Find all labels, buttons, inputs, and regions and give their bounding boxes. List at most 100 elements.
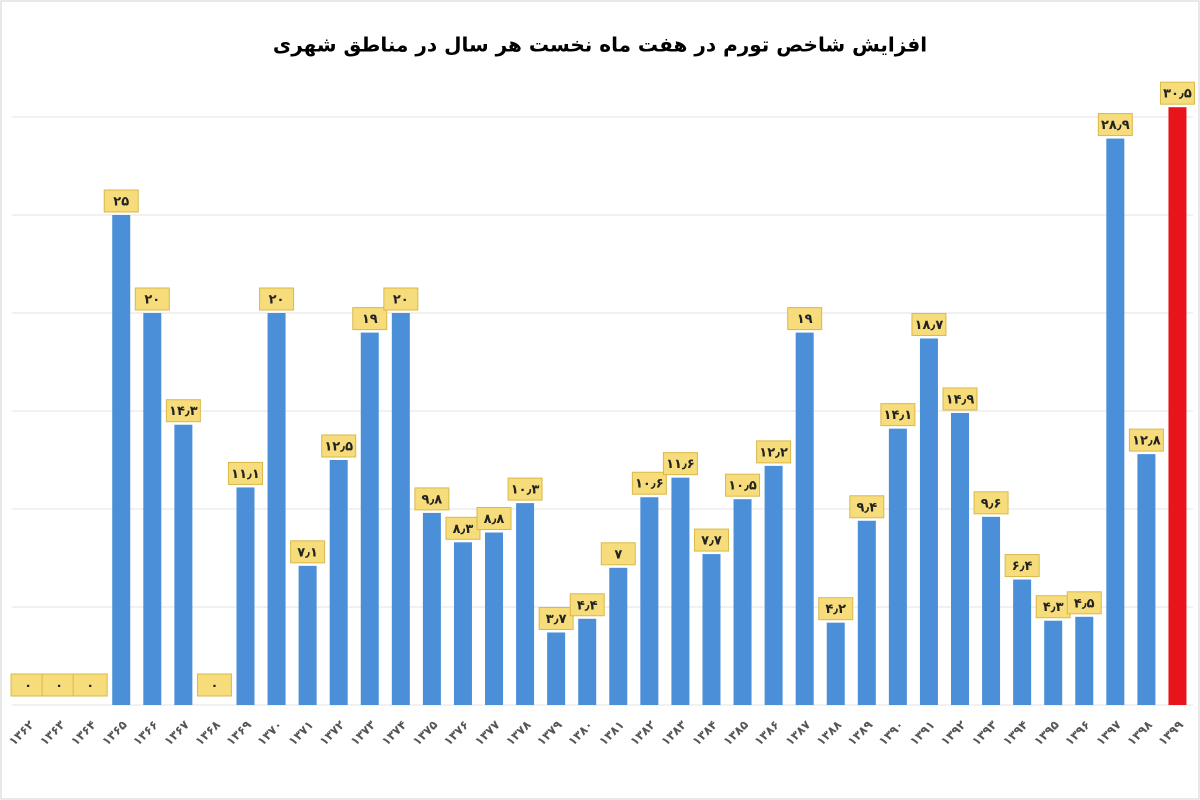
bar	[267, 313, 286, 705]
value-label-box	[1097, 113, 1133, 137]
bar	[1106, 138, 1125, 705]
value-label-box	[1159, 81, 1195, 105]
chart-title: افزایش شاخص تورم در هفت ماه نخست هر سال …	[273, 33, 927, 57]
value-label: ۸٫۸	[484, 512, 505, 527]
value-label-box	[818, 597, 854, 621]
value-label-box	[538, 606, 574, 630]
bar	[888, 428, 907, 705]
value-label: ۴٫۴	[577, 598, 598, 613]
value-label: ۹٫۶	[981, 496, 1002, 511]
value-label-box	[414, 487, 450, 511]
value-label: ۷٫۷	[701, 534, 722, 549]
bar	[485, 532, 504, 705]
value-label: ۷	[614, 547, 622, 562]
bar	[671, 477, 690, 705]
bar	[453, 542, 472, 705]
bar	[112, 215, 131, 705]
value-label: ۱۰٫۳	[511, 483, 540, 498]
value-label: ۲۸٫۹	[1101, 118, 1130, 133]
value-label: ۱۴٫۳	[169, 404, 198, 419]
value-label-box	[725, 473, 761, 497]
bar	[1137, 454, 1156, 705]
value-label-box	[165, 399, 201, 423]
bar	[733, 499, 752, 705]
value-label: ۰	[24, 679, 32, 694]
value-label-box	[1066, 591, 1102, 615]
value-label-box	[321, 434, 357, 458]
bar	[919, 338, 938, 705]
value-label: ۲۵	[113, 195, 129, 210]
bar	[702, 554, 721, 705]
bar	[1075, 616, 1094, 705]
value-label: ۷٫۱	[297, 545, 318, 560]
bar	[951, 412, 970, 705]
bar	[298, 565, 317, 705]
value-label: ۱۰٫۶	[635, 477, 664, 492]
value-label-box	[973, 491, 1009, 515]
bar	[578, 618, 597, 705]
value-label: ۸٫۳	[453, 522, 474, 537]
value-label: ۹٫۸	[422, 492, 443, 507]
value-label-box	[507, 477, 543, 501]
value-label: ۰	[55, 679, 63, 694]
value-label-box	[1004, 554, 1040, 578]
value-label-box	[290, 540, 326, 564]
value-label-box	[942, 387, 978, 411]
value-label: ۱۲٫۵	[324, 440, 353, 455]
bar	[236, 487, 255, 705]
bar	[143, 313, 162, 705]
value-label: ۱۱٫۶	[666, 457, 695, 472]
value-label: ۱۸٫۷	[915, 318, 944, 333]
value-label: ۱۲٫۸	[1132, 434, 1161, 449]
value-label-box	[631, 471, 667, 495]
value-label-box	[880, 403, 916, 427]
bar	[329, 460, 348, 705]
value-label-box	[103, 189, 139, 213]
value-label-box	[569, 593, 605, 617]
value-label: ۰	[210, 679, 218, 694]
bar	[1013, 579, 1032, 705]
bar	[391, 313, 410, 705]
value-label-box	[600, 542, 636, 566]
value-label: ۱۴٫۱	[884, 408, 913, 423]
value-label-box	[787, 307, 823, 331]
value-label-box	[849, 495, 885, 519]
bar	[422, 512, 441, 705]
value-label: ۳٫۷	[546, 612, 567, 627]
value-label-box	[662, 452, 698, 476]
value-label-box	[383, 287, 419, 311]
bar	[516, 503, 535, 705]
value-label: ۱۱٫۱	[231, 467, 260, 482]
value-label-box	[72, 673, 108, 697]
value-label: ۲۰	[393, 293, 409, 308]
value-label: ۹٫۴	[856, 500, 877, 515]
value-label: ۴٫۳	[1043, 600, 1064, 615]
bar	[1168, 107, 1187, 705]
value-label: ۱۹	[797, 312, 813, 327]
value-label: ۰	[86, 679, 94, 694]
bar	[609, 567, 628, 705]
value-label: ۱۲٫۲	[759, 445, 788, 460]
value-label: ۴٫۵	[1074, 596, 1095, 611]
value-label: ۱۹	[362, 312, 378, 327]
bar	[174, 424, 193, 705]
value-label: ۱۴٫۹	[946, 392, 975, 407]
value-label-box	[352, 307, 388, 331]
value-label: ۳۰٫۵	[1163, 87, 1192, 102]
value-label: ۲۰	[144, 293, 160, 308]
value-label-box	[196, 673, 232, 697]
value-label-box	[911, 312, 947, 336]
bar	[982, 516, 1001, 705]
value-label-box	[259, 287, 295, 311]
value-label-box	[1128, 428, 1164, 452]
value-label: ۴٫۲	[825, 602, 846, 617]
bar	[640, 497, 659, 705]
bar	[547, 632, 566, 705]
bar	[857, 520, 876, 705]
bar	[360, 332, 379, 705]
bar	[764, 465, 783, 705]
value-label: ۲۰	[269, 293, 285, 308]
value-label: ۱۰٫۵	[728, 479, 757, 494]
value-label-box	[756, 440, 792, 464]
